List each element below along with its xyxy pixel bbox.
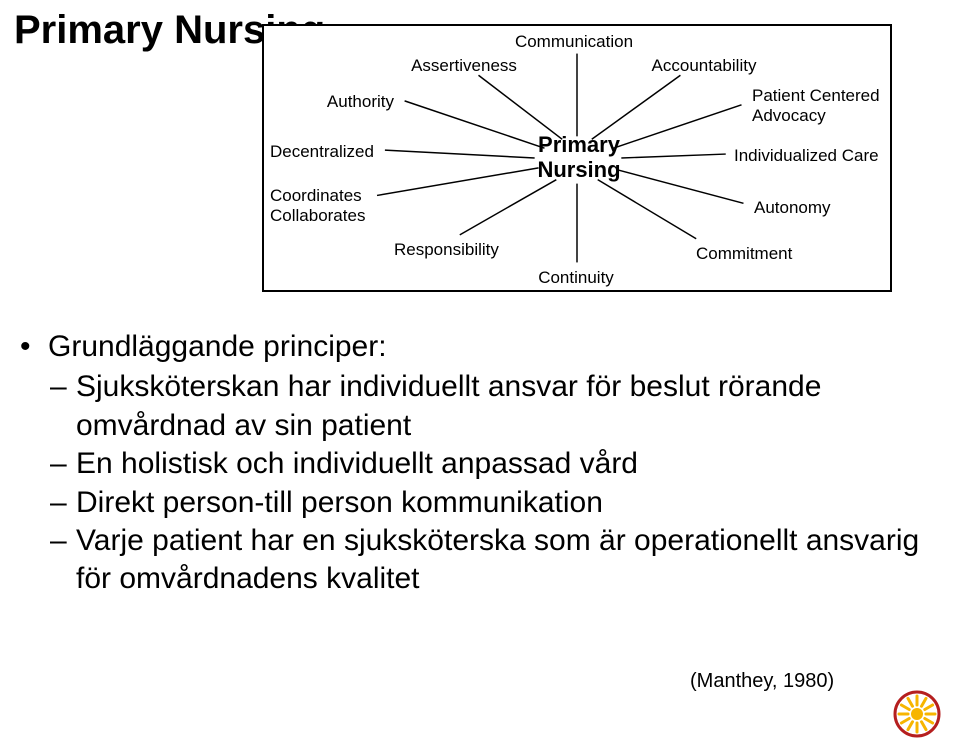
diagram-label-authority: Authority bbox=[327, 92, 394, 112]
diagram-label-continuity: Continuity bbox=[538, 268, 614, 288]
diagram-label-individualized: Individualized Care bbox=[734, 146, 879, 166]
bullet-list: Grundläggande principer:Sjuksköterskan h… bbox=[20, 328, 920, 599]
diagram-label-accountability: Accountability bbox=[652, 56, 757, 76]
diagram-label-autonomy: Autonomy bbox=[754, 198, 831, 218]
bullet-heading: Grundläggande principer: bbox=[20, 328, 920, 366]
bullet-item: Varje patient har en sjuksköterska som ä… bbox=[20, 522, 920, 599]
diagram-label-coordinates: Coordinates Collaborates bbox=[270, 186, 365, 225]
diagram-label-commitment: Commitment bbox=[696, 244, 792, 264]
bullet-item: Direkt person-till person kommunikation bbox=[20, 484, 920, 522]
diagram-label-decentralized: Decentralized bbox=[270, 142, 374, 162]
primary-nursing-diagram: Primary Nursing Communication Assertivene… bbox=[262, 24, 892, 292]
bullet-item: Sjuksköterskan har individuellt ansvar f… bbox=[20, 368, 920, 445]
diagram-label-communication: Communication bbox=[515, 32, 633, 52]
diagram-label-assertiveness: Assertiveness bbox=[411, 56, 517, 76]
citation: (Manthey, 1980) bbox=[690, 670, 834, 693]
slide-page: Primary Nursing Primary Nursing Communic… bbox=[0, 0, 960, 749]
university-seal-icon bbox=[893, 690, 941, 738]
diagram-label-patient-centered: Patient Centered Advocacy bbox=[752, 86, 880, 125]
bullet-item: En holistisk och individuellt anpassad v… bbox=[20, 445, 920, 483]
diagram-center-label: Primary Nursing bbox=[519, 132, 639, 183]
diagram-label-responsibility: Responsibility bbox=[394, 240, 499, 260]
